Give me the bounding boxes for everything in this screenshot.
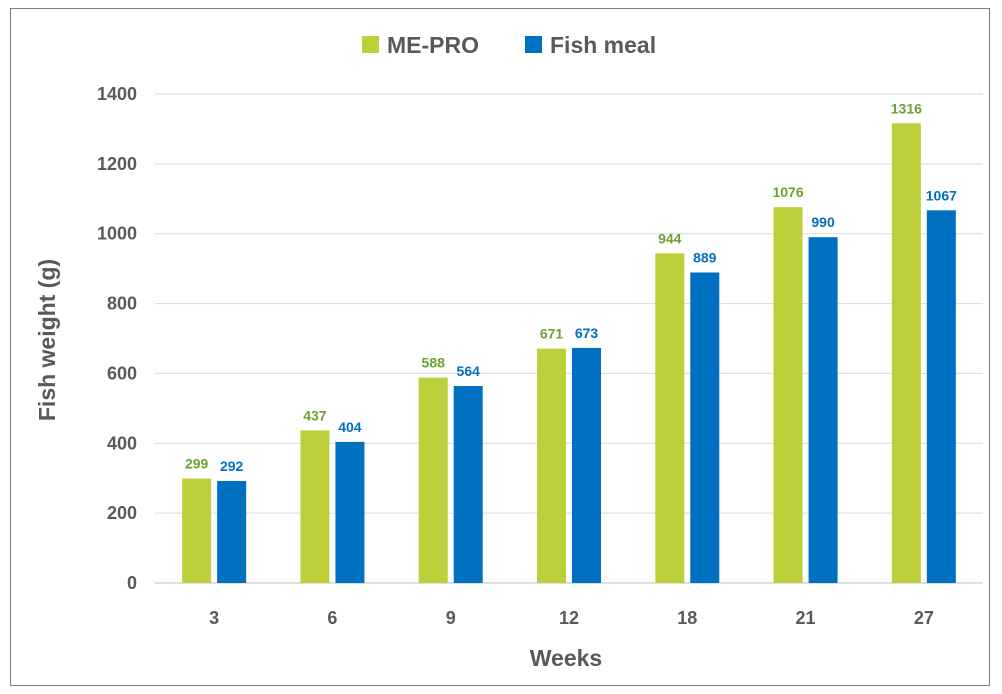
bar-fish-meal bbox=[926, 210, 956, 584]
bar-fish-meal bbox=[453, 386, 483, 583]
x-axis-title: Weeks bbox=[530, 645, 602, 671]
data-label: 404 bbox=[338, 419, 362, 435]
y-axis-title: Fish weight (g) bbox=[34, 259, 60, 421]
bar-fish-meal bbox=[690, 272, 720, 583]
legend-label: ME-PRO bbox=[387, 32, 479, 58]
bar-me-pro bbox=[773, 207, 803, 583]
bar-fish-meal bbox=[808, 237, 838, 583]
y-tick-label: 400 bbox=[107, 433, 137, 453]
x-tick-label: 3 bbox=[209, 608, 219, 628]
bar-fish-meal bbox=[217, 481, 247, 583]
bar-me-pro bbox=[182, 478, 212, 583]
data-label: 292 bbox=[220, 458, 244, 474]
bar-me-pro bbox=[655, 253, 685, 583]
y-tick-label: 600 bbox=[107, 363, 137, 383]
x-tick-label: 9 bbox=[446, 608, 456, 628]
bar-me-pro bbox=[418, 377, 448, 583]
legend-label: Fish meal bbox=[550, 32, 656, 58]
y-tick-label: 1000 bbox=[97, 224, 137, 244]
x-tick-label: 6 bbox=[327, 608, 337, 628]
data-label: 1067 bbox=[926, 187, 957, 203]
y-tick-label: 1400 bbox=[97, 84, 137, 104]
x-tick-label: 21 bbox=[796, 608, 816, 628]
bar-me-pro bbox=[537, 348, 566, 583]
data-label: 944 bbox=[658, 230, 682, 246]
data-label: 673 bbox=[575, 325, 599, 341]
gridlines bbox=[155, 93, 983, 584]
x-tick-label: 12 bbox=[559, 608, 579, 628]
x-tick-label: 27 bbox=[914, 608, 934, 628]
bar-me-pro bbox=[891, 123, 921, 583]
data-label: 889 bbox=[693, 249, 717, 265]
legend-swatch bbox=[525, 36, 542, 53]
data-label: 588 bbox=[422, 355, 446, 371]
legend: ME-PRO Fish meal bbox=[362, 32, 656, 58]
data-label: 671 bbox=[540, 326, 564, 342]
x-axis-ticks: 3 6 9 12 18 21 27 bbox=[209, 608, 934, 628]
y-tick-label: 200 bbox=[107, 503, 137, 523]
data-label: 1076 bbox=[772, 184, 803, 200]
y-tick-label: 800 bbox=[107, 294, 137, 314]
bar-me-pro bbox=[300, 430, 330, 583]
y-axis-ticks: 0 200 400 600 800 1000 1200 1400 bbox=[97, 84, 137, 593]
data-label: 437 bbox=[303, 407, 327, 423]
y-tick-label: 1200 bbox=[97, 154, 137, 174]
data-label: 990 bbox=[811, 214, 835, 230]
data-label: 1316 bbox=[891, 100, 922, 116]
data-labels: 299 292 437 404 588 564 671 673 944 889 1076 990 131… bbox=[185, 100, 957, 474]
data-label: 299 bbox=[185, 456, 209, 472]
x-tick-label: 18 bbox=[677, 608, 697, 628]
bar-fish-meal bbox=[572, 347, 601, 583]
data-label: 564 bbox=[457, 363, 481, 379]
y-tick-label: 0 bbox=[127, 573, 137, 593]
bar-fish-meal bbox=[335, 441, 365, 583]
bars bbox=[182, 123, 956, 584]
legend-swatch bbox=[362, 36, 379, 53]
